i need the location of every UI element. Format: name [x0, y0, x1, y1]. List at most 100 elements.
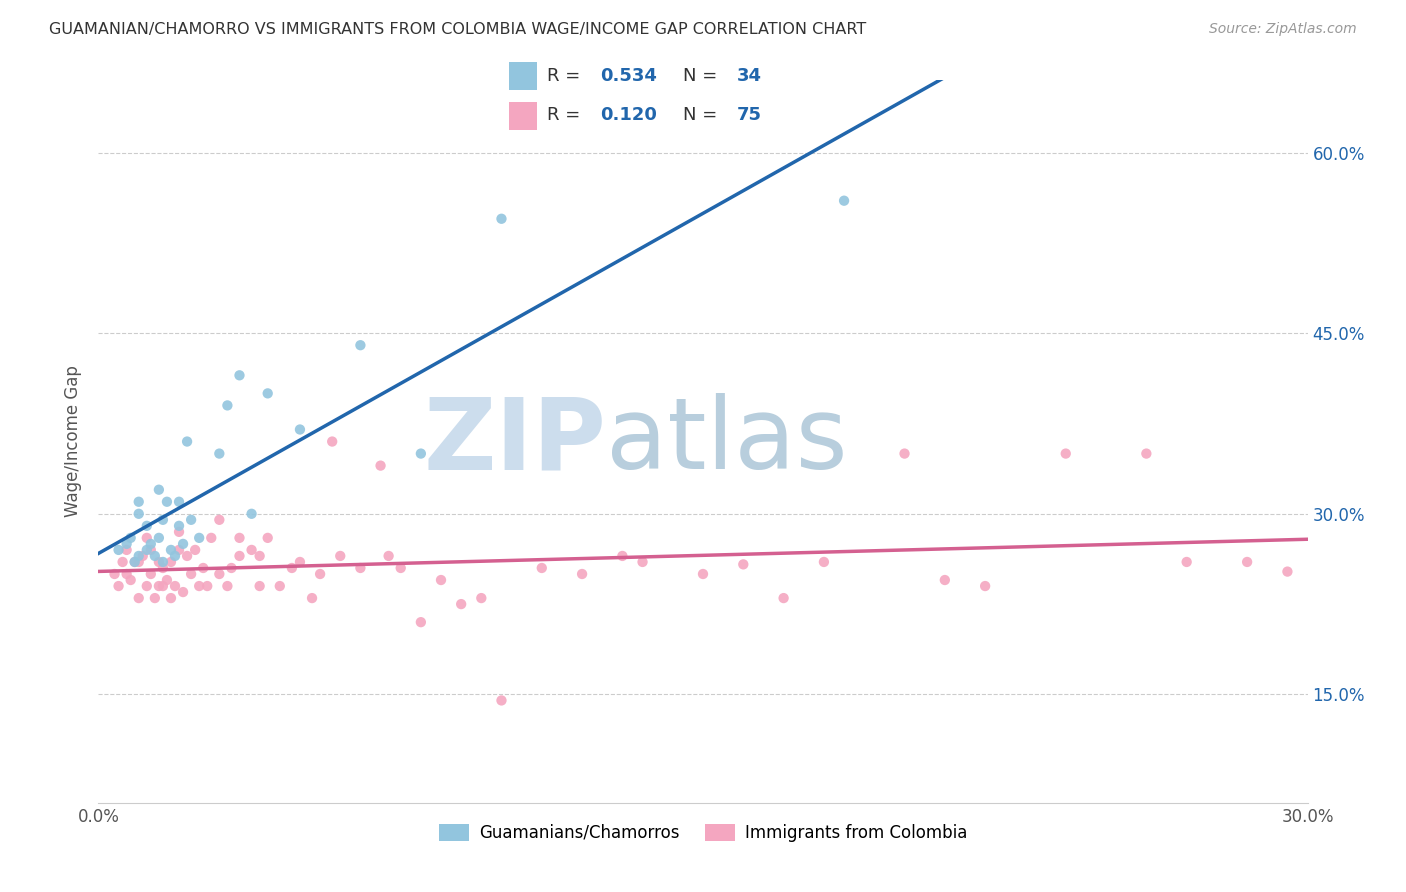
Text: N =: N = [683, 106, 723, 124]
Point [115, 537, 138, 551]
Point [571, 567, 593, 582]
Point [692, 567, 714, 582]
Point [167, 519, 190, 533]
Point [103, 567, 125, 582]
Point [389, 561, 412, 575]
Point [148, 555, 170, 569]
Point [160, 591, 183, 606]
Text: 0.120: 0.120 [600, 106, 657, 124]
Point [1277, 565, 1299, 579]
Point [148, 531, 170, 545]
Point [148, 579, 170, 593]
Point [107, 579, 129, 593]
Point [1236, 555, 1258, 569]
Point [152, 513, 174, 527]
Point [631, 555, 654, 569]
Point [228, 549, 250, 563]
Point [132, 549, 155, 563]
Point [370, 458, 392, 473]
Point [111, 555, 134, 569]
Point [152, 579, 174, 593]
Point [321, 434, 343, 449]
Point [148, 483, 170, 497]
Point [176, 549, 198, 563]
Point [124, 555, 146, 569]
Point [152, 555, 174, 569]
Point [240, 507, 263, 521]
Point [184, 542, 207, 557]
Text: R =: R = [547, 67, 585, 85]
Text: N =: N = [683, 67, 723, 85]
Point [228, 531, 250, 545]
Point [160, 555, 183, 569]
Point [217, 579, 239, 593]
Text: R =: R = [547, 106, 585, 124]
Point [120, 573, 142, 587]
Point [249, 579, 271, 593]
Point [288, 423, 311, 437]
Point [193, 561, 215, 575]
Text: Source: ZipAtlas.com: Source: ZipAtlas.com [1209, 22, 1357, 37]
Point [974, 579, 997, 593]
Text: 0.534: 0.534 [600, 67, 657, 85]
Point [832, 194, 855, 208]
Point [208, 513, 231, 527]
Point [269, 579, 291, 593]
Text: 34: 34 [737, 67, 762, 85]
Text: atlas: atlas [606, 393, 848, 490]
Point [491, 211, 513, 226]
Point [135, 579, 157, 593]
Point [301, 591, 323, 606]
Point [188, 579, 211, 593]
Point [128, 507, 150, 521]
Point [200, 531, 222, 545]
Point [139, 542, 162, 557]
Point [491, 693, 513, 707]
Point [180, 513, 202, 527]
Point [1135, 447, 1157, 461]
Point [135, 542, 157, 557]
Y-axis label: Wage/Income Gap: Wage/Income Gap [65, 366, 83, 517]
Point [128, 555, 150, 569]
Point [256, 531, 278, 545]
Point [156, 494, 179, 508]
Point [217, 398, 239, 412]
Point [139, 537, 162, 551]
Point [349, 338, 371, 352]
Point [152, 561, 174, 575]
Point [143, 591, 166, 606]
Legend: Guamanians/Chamorros, Immigrants from Colombia: Guamanians/Chamorros, Immigrants from Co… [433, 817, 973, 848]
Point [128, 494, 150, 508]
Point [167, 542, 190, 557]
Text: 75: 75 [737, 106, 762, 124]
Point [256, 386, 278, 401]
Point [180, 567, 202, 582]
Point [172, 537, 194, 551]
Point [128, 591, 150, 606]
Point [107, 542, 129, 557]
Point [240, 542, 263, 557]
Point [281, 561, 304, 575]
Point [128, 549, 150, 563]
Point [120, 531, 142, 545]
Point [409, 615, 432, 630]
Point [430, 573, 453, 587]
Point [409, 447, 432, 461]
Text: GUAMANIAN/CHAMORRO VS IMMIGRANTS FROM COLOMBIA WAGE/INCOME GAP CORRELATION CHART: GUAMANIAN/CHAMORRO VS IMMIGRANTS FROM CO… [49, 22, 866, 37]
Point [135, 531, 157, 545]
Point [1054, 447, 1077, 461]
Point [167, 494, 190, 508]
Point [349, 561, 371, 575]
Point [1175, 555, 1198, 569]
Point [163, 549, 186, 563]
FancyBboxPatch shape [509, 62, 537, 90]
Point [195, 579, 218, 593]
Point [309, 567, 332, 582]
Point [115, 542, 138, 557]
Point [530, 561, 553, 575]
Point [208, 447, 231, 461]
Point [733, 558, 755, 572]
Point [772, 591, 794, 606]
Point [329, 549, 352, 563]
Point [163, 579, 186, 593]
